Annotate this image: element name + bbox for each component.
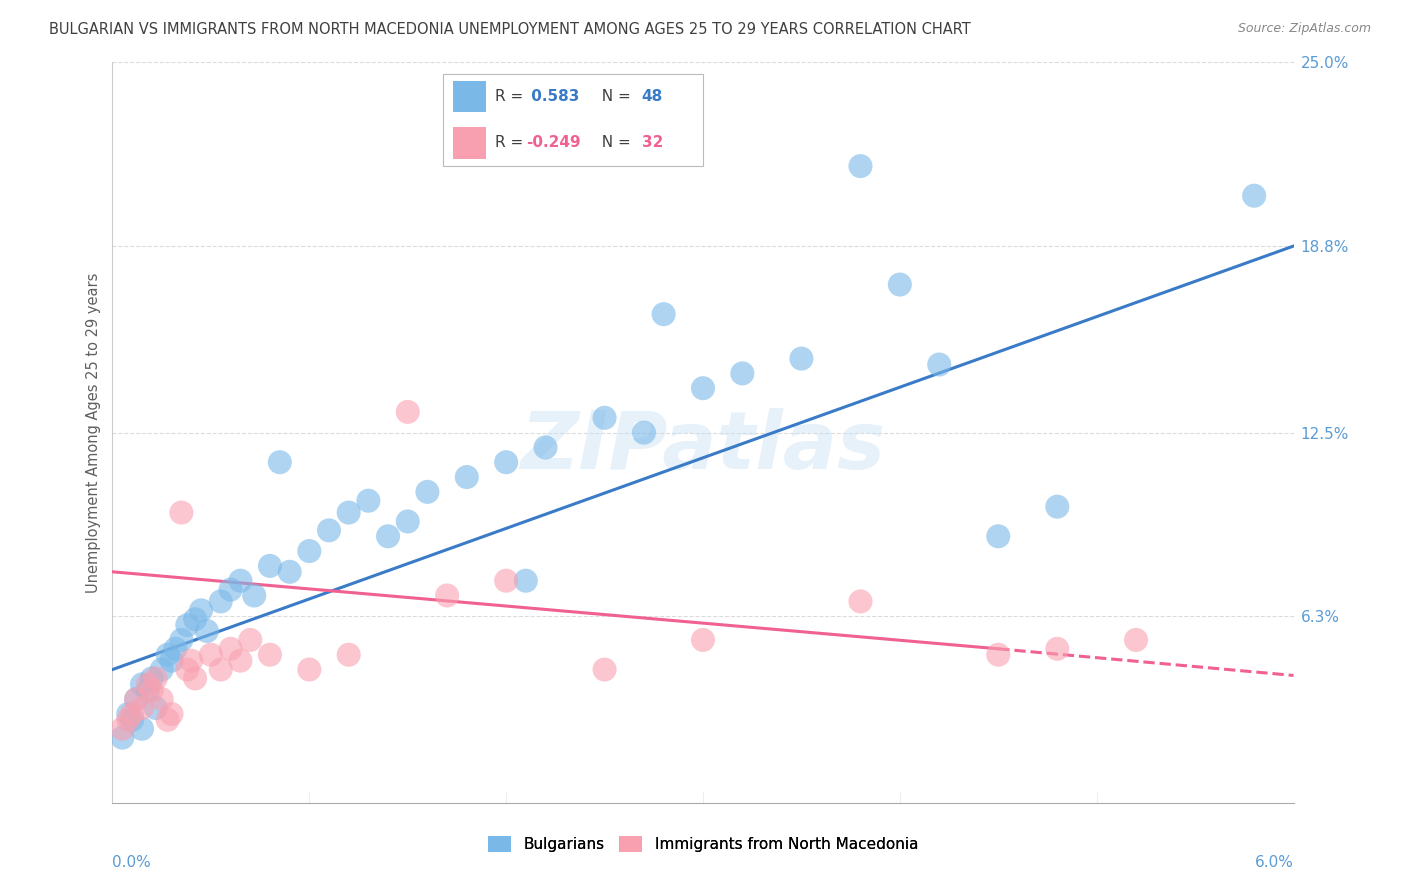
Bar	[453, 128, 485, 159]
Point	[176, 618, 198, 632]
Text: BULGARIAN VS IMMIGRANTS FROM NORTH MACEDONIA UNEMPLOYMENT AMONG AGES 25 TO 29 YE: BULGARIAN VS IMMIGRANTS FROM NORTH MACED…	[49, 22, 972, 37]
Point	[495, 455, 517, 469]
Point	[170, 632, 193, 647]
Point	[849, 159, 872, 173]
Point	[111, 731, 134, 745]
Point	[180, 654, 202, 668]
Point	[195, 624, 218, 638]
Point	[165, 641, 187, 656]
Point	[692, 381, 714, 395]
Point	[259, 558, 281, 573]
Point	[170, 506, 193, 520]
Point	[125, 692, 148, 706]
Text: ZIPatlas: ZIPatlas	[520, 409, 886, 486]
Point	[160, 706, 183, 721]
Text: -0.249: -0.249	[526, 136, 581, 151]
Point	[593, 663, 616, 677]
Point	[337, 648, 360, 662]
Text: 0.0%: 0.0%	[112, 855, 152, 870]
Point	[111, 722, 134, 736]
Point	[141, 672, 163, 686]
Point	[200, 648, 222, 662]
Point	[1243, 188, 1265, 202]
Point	[136, 683, 159, 698]
Point	[219, 641, 242, 656]
Point	[176, 663, 198, 677]
Point	[150, 692, 173, 706]
Point	[298, 544, 321, 558]
Point	[121, 706, 143, 721]
Bar	[453, 81, 485, 112]
Legend: Bulgarians, Immigrants from North Macedonia: Bulgarians, Immigrants from North Macedo…	[482, 830, 924, 858]
Point	[150, 663, 173, 677]
Point	[456, 470, 478, 484]
Point	[692, 632, 714, 647]
Text: 32: 32	[641, 136, 664, 151]
Point	[298, 663, 321, 677]
Point	[125, 692, 148, 706]
Point	[184, 612, 207, 626]
Point	[928, 358, 950, 372]
Point	[121, 713, 143, 727]
Point	[209, 663, 232, 677]
Point	[160, 654, 183, 668]
Y-axis label: Unemployment Among Ages 25 to 29 years: Unemployment Among Ages 25 to 29 years	[86, 272, 101, 593]
Point	[278, 565, 301, 579]
Point	[436, 589, 458, 603]
Point	[416, 484, 439, 499]
Point	[239, 632, 262, 647]
Point	[229, 654, 252, 668]
Point	[145, 672, 167, 686]
Point	[117, 706, 139, 721]
Point	[987, 648, 1010, 662]
Point	[652, 307, 675, 321]
FancyBboxPatch shape	[443, 73, 703, 166]
Point	[141, 683, 163, 698]
Point	[849, 594, 872, 608]
Point	[337, 506, 360, 520]
Point	[633, 425, 655, 440]
Point	[136, 677, 159, 691]
Point	[318, 524, 340, 538]
Point	[593, 410, 616, 425]
Point	[1125, 632, 1147, 647]
Point	[396, 515, 419, 529]
Text: R =: R =	[495, 136, 529, 151]
Point	[131, 677, 153, 691]
Text: N =: N =	[592, 136, 636, 151]
Point	[534, 441, 557, 455]
Point	[357, 493, 380, 508]
Point	[145, 701, 167, 715]
Point	[184, 672, 207, 686]
Point	[790, 351, 813, 366]
Text: 6.0%: 6.0%	[1254, 855, 1294, 870]
Point	[131, 701, 153, 715]
Point	[495, 574, 517, 588]
Text: 0.583: 0.583	[526, 89, 579, 104]
Point	[259, 648, 281, 662]
Point	[156, 648, 179, 662]
Text: N =: N =	[592, 89, 636, 104]
Point	[377, 529, 399, 543]
Point	[515, 574, 537, 588]
Point	[1046, 500, 1069, 514]
Point	[156, 713, 179, 727]
Point	[269, 455, 291, 469]
Point	[731, 367, 754, 381]
Point	[1046, 641, 1069, 656]
Text: R =: R =	[495, 89, 529, 104]
Point	[190, 603, 212, 617]
Point	[396, 405, 419, 419]
Text: Source: ZipAtlas.com: Source: ZipAtlas.com	[1237, 22, 1371, 36]
Text: 48: 48	[641, 89, 662, 104]
Point	[209, 594, 232, 608]
Point	[987, 529, 1010, 543]
Point	[131, 722, 153, 736]
Point	[117, 713, 139, 727]
Point	[889, 277, 911, 292]
Point	[243, 589, 266, 603]
Point	[219, 582, 242, 597]
Point	[229, 574, 252, 588]
